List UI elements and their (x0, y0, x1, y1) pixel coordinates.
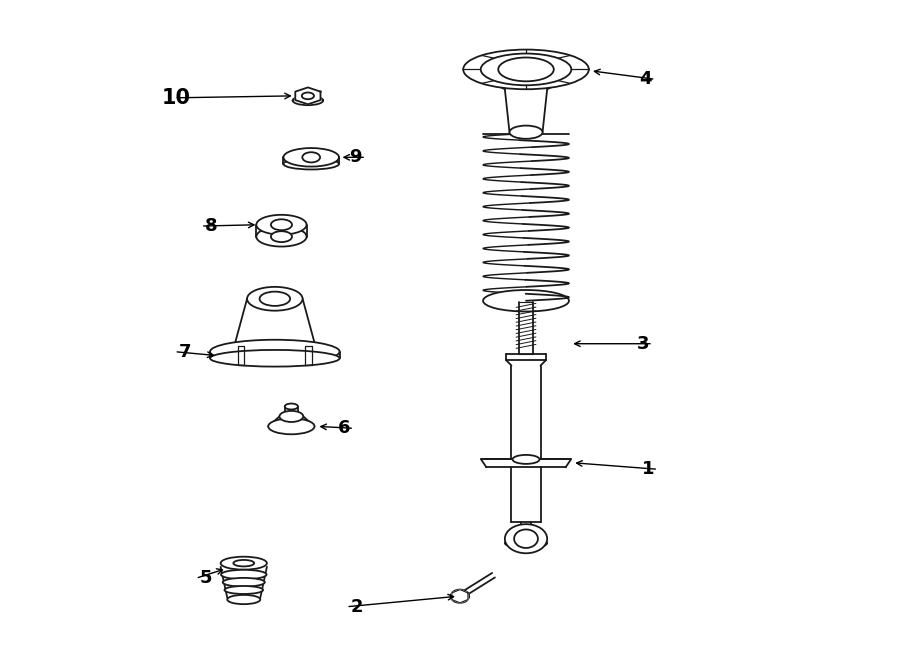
Ellipse shape (451, 590, 469, 603)
Ellipse shape (464, 50, 589, 89)
Ellipse shape (481, 54, 572, 85)
Ellipse shape (514, 529, 538, 548)
Ellipse shape (271, 219, 292, 230)
Ellipse shape (302, 152, 320, 163)
Ellipse shape (292, 96, 323, 105)
Ellipse shape (271, 231, 292, 242)
Text: 1: 1 (642, 460, 654, 479)
Ellipse shape (259, 292, 290, 306)
Ellipse shape (210, 350, 339, 367)
Ellipse shape (509, 126, 543, 139)
Ellipse shape (302, 93, 314, 99)
Ellipse shape (505, 524, 547, 553)
Ellipse shape (210, 340, 339, 364)
Ellipse shape (499, 58, 554, 81)
Ellipse shape (256, 227, 307, 247)
Text: 7: 7 (178, 342, 191, 361)
Text: 3: 3 (636, 334, 649, 353)
Ellipse shape (222, 578, 265, 586)
Polygon shape (452, 590, 468, 603)
Ellipse shape (483, 290, 569, 311)
Ellipse shape (233, 560, 254, 566)
Ellipse shape (284, 403, 298, 409)
Ellipse shape (284, 148, 339, 167)
Text: 8: 8 (204, 217, 217, 235)
Ellipse shape (256, 215, 307, 235)
Text: 10: 10 (162, 88, 191, 108)
Text: 9: 9 (349, 148, 362, 167)
Ellipse shape (220, 557, 267, 570)
Ellipse shape (248, 287, 302, 311)
Ellipse shape (505, 538, 547, 548)
Ellipse shape (280, 411, 303, 422)
Polygon shape (295, 87, 320, 104)
Text: 2: 2 (350, 598, 363, 616)
Text: 6: 6 (338, 419, 350, 438)
Text: 5: 5 (200, 569, 212, 588)
Ellipse shape (284, 159, 339, 169)
Ellipse shape (224, 586, 263, 594)
Ellipse shape (512, 455, 539, 464)
Ellipse shape (268, 418, 314, 434)
Ellipse shape (221, 570, 266, 579)
Text: 4: 4 (639, 70, 652, 89)
Ellipse shape (227, 595, 260, 604)
